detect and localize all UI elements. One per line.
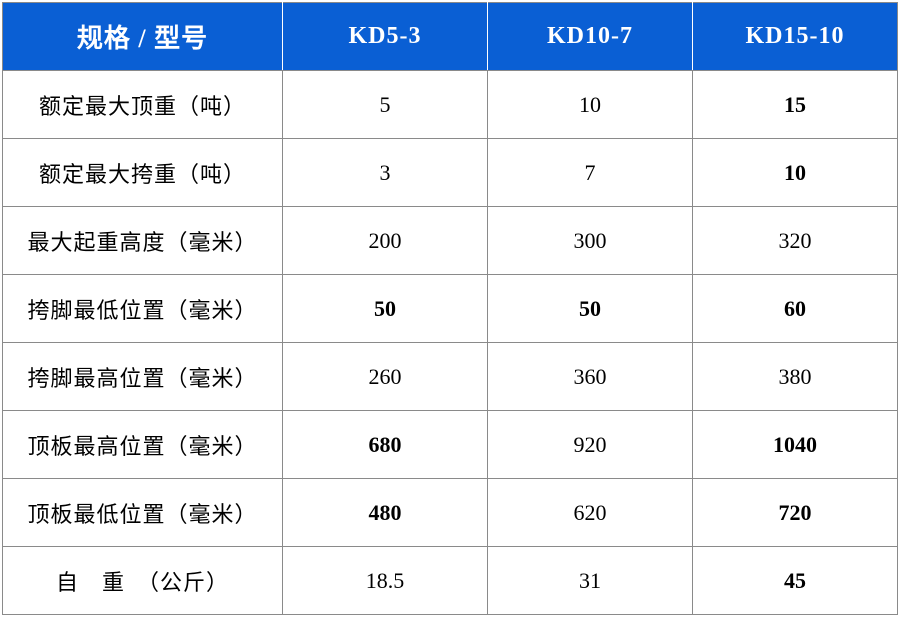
cell-value: 360 xyxy=(488,343,693,411)
cell-value: 920 xyxy=(488,411,693,479)
cell-value: 720 xyxy=(693,479,898,547)
cell-value: 620 xyxy=(488,479,693,547)
cell-value: 31 xyxy=(488,547,693,615)
row-label: 顶板最低位置（毫米） xyxy=(3,479,283,547)
row-label: 最大起重高度（毫米） xyxy=(3,207,283,275)
cell-value: 7 xyxy=(488,139,693,207)
cell-value: 15 xyxy=(693,71,898,139)
cell-value: 260 xyxy=(283,343,488,411)
header-spec-label: 规格 / 型号 xyxy=(3,3,283,71)
cell-value: 200 xyxy=(283,207,488,275)
cell-value: 50 xyxy=(488,275,693,343)
cell-value: 45 xyxy=(693,547,898,615)
header-model-0: KD5-3 xyxy=(283,3,488,71)
table-row: 挎脚最高位置（毫米） 260 360 380 xyxy=(3,343,898,411)
cell-value: 1040 xyxy=(693,411,898,479)
table-header-row: 规格 / 型号 KD5-3 KD10-7 KD15-10 xyxy=(3,3,898,71)
cell-value: 380 xyxy=(693,343,898,411)
table-row: 顶板最低位置（毫米） 480 620 720 xyxy=(3,479,898,547)
cell-value: 5 xyxy=(283,71,488,139)
row-label: 顶板最高位置（毫米） xyxy=(3,411,283,479)
cell-value: 18.5 xyxy=(283,547,488,615)
header-model-2: KD15-10 xyxy=(693,3,898,71)
row-label: 挎脚最高位置（毫米） xyxy=(3,343,283,411)
row-label: 额定最大顶重（吨） xyxy=(3,71,283,139)
cell-value: 10 xyxy=(693,139,898,207)
cell-value: 480 xyxy=(283,479,488,547)
table-row: 额定最大顶重（吨） 5 10 15 xyxy=(3,71,898,139)
row-label: 自 重 （公斤） xyxy=(3,547,283,615)
row-label: 挎脚最低位置（毫米） xyxy=(3,275,283,343)
table-row: 额定最大挎重（吨） 3 7 10 xyxy=(3,139,898,207)
cell-value: 10 xyxy=(488,71,693,139)
cell-value: 320 xyxy=(693,207,898,275)
cell-value: 60 xyxy=(693,275,898,343)
cell-value: 300 xyxy=(488,207,693,275)
table-row: 挎脚最低位置（毫米） 50 50 60 xyxy=(3,275,898,343)
cell-value: 3 xyxy=(283,139,488,207)
row-label: 额定最大挎重（吨） xyxy=(3,139,283,207)
spec-table: 规格 / 型号 KD5-3 KD10-7 KD15-10 额定最大顶重（吨） 5… xyxy=(2,2,898,615)
cell-value: 680 xyxy=(283,411,488,479)
cell-value: 50 xyxy=(283,275,488,343)
header-model-1: KD10-7 xyxy=(488,3,693,71)
table-row: 自 重 （公斤） 18.5 31 45 xyxy=(3,547,898,615)
table-body: 额定最大顶重（吨） 5 10 15 额定最大挎重（吨） 3 7 10 最大起重高… xyxy=(3,71,898,615)
table-row: 顶板最高位置（毫米） 680 920 1040 xyxy=(3,411,898,479)
table-row: 最大起重高度（毫米） 200 300 320 xyxy=(3,207,898,275)
